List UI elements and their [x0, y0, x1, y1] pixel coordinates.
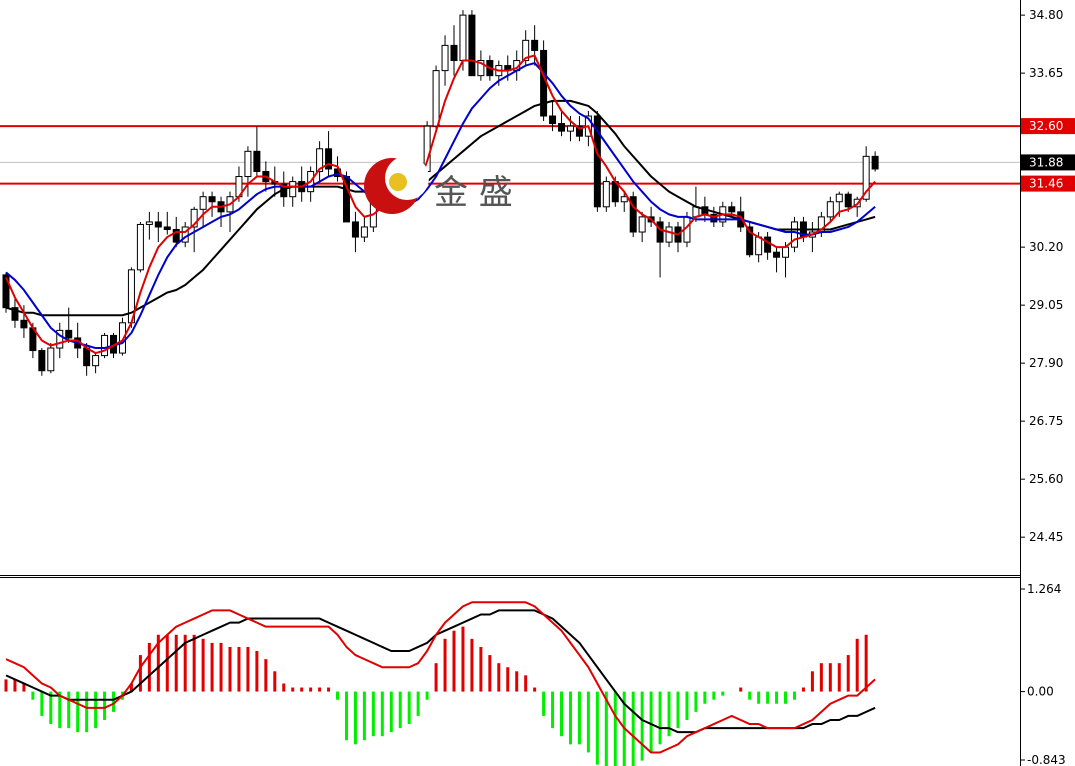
- candle-up: [190, 208, 198, 228]
- candle-up: [566, 125, 574, 132]
- candle-down: [746, 226, 754, 256]
- candle-up: [835, 193, 843, 203]
- candle-up: [118, 322, 126, 354]
- oscillator-panel: 1.264 0.00 -0.843: [4, 582, 1066, 766]
- candle-down: [20, 319, 28, 329]
- moving-averages: [5, 54, 876, 355]
- oscillator-histogram: [4, 626, 868, 766]
- oscillator-signal-lines: [5, 601, 876, 754]
- price-tick-label: 29.05: [1029, 298, 1063, 312]
- candle-down: [325, 148, 333, 170]
- osc-signal-slow-line: [5, 609, 876, 734]
- candle-down: [593, 115, 601, 208]
- candle-up: [432, 70, 440, 127]
- candle-up: [620, 196, 628, 203]
- candle-up: [522, 39, 530, 62]
- level-tag-box: [1021, 118, 1075, 135]
- candle-down: [38, 350, 46, 372]
- candle-down: [83, 347, 91, 367]
- candle-down: [208, 196, 216, 203]
- candle-down: [656, 221, 664, 243]
- price-tick-label: 33.65: [1029, 66, 1063, 80]
- price-plot-area: [0, 0, 1020, 575]
- candle-down: [728, 206, 736, 213]
- price-tick-label: 25.60: [1029, 472, 1063, 486]
- candle-up: [136, 223, 144, 271]
- candle-down: [558, 123, 566, 132]
- level-tag-label: 31.46: [1029, 177, 1063, 191]
- candle-up: [790, 221, 798, 248]
- candle-up: [360, 226, 368, 238]
- osc-tick-label: 1.264: [1027, 582, 1061, 596]
- osc-tick-label: -0.843: [1027, 753, 1066, 766]
- candle-down: [351, 221, 359, 238]
- level-tag-label: 32.60: [1029, 119, 1063, 133]
- level-tag-box: [1021, 175, 1075, 192]
- price-tick-label: 24.45: [1029, 530, 1063, 544]
- candle-up: [441, 44, 449, 72]
- candle-down: [450, 44, 458, 62]
- watermark-logo: 金 盛: [364, 156, 513, 214]
- candle-up: [145, 221, 153, 225]
- candle-up: [316, 148, 324, 172]
- ma-fast-line: [5, 54, 876, 355]
- candle-down: [65, 329, 73, 339]
- candle-up: [826, 201, 834, 218]
- candle-up: [477, 60, 485, 77]
- price-tick-label: 34.80: [1029, 8, 1063, 22]
- price-tick-label: 27.90: [1029, 356, 1063, 370]
- candle-down: [163, 226, 171, 230]
- candle-down: [531, 39, 539, 51]
- candle-up: [101, 334, 109, 357]
- horizontal-levels: [0, 125, 1020, 185]
- crescent-coin-logo-icon: [364, 156, 429, 214]
- candle-up: [47, 347, 55, 372]
- price-axis: 34.80 33.65 30.20 29.05 27.90 26.75 25.60 24.45: [1020, 8, 1063, 544]
- osc-signal-fast-line: [5, 601, 876, 754]
- candle-up: [862, 155, 870, 200]
- watermark-text: 金 盛: [434, 173, 513, 213]
- candle-up: [665, 226, 673, 243]
- candle-down: [172, 228, 180, 243]
- candle-down: [540, 49, 548, 117]
- candle-down: [253, 150, 261, 172]
- ma-mid-line: [5, 62, 876, 350]
- candle-down: [575, 125, 583, 137]
- candle-up: [92, 355, 100, 367]
- price-tags: 32.60 31.46 31.88: [1021, 118, 1075, 192]
- current-price-tag-label: 31.88: [1029, 155, 1063, 169]
- candle-up: [638, 216, 646, 233]
- candle-down: [764, 236, 772, 253]
- candle-up: [289, 181, 297, 198]
- candle-up: [56, 329, 64, 349]
- candle-up: [459, 14, 467, 62]
- candle-down: [773, 251, 781, 258]
- candle-down: [468, 14, 476, 77]
- candle-down: [844, 193, 852, 208]
- candle-down: [11, 307, 19, 321]
- candle-up: [199, 196, 207, 210]
- candle-down: [154, 221, 162, 228]
- price-tick-label: 26.75: [1029, 414, 1063, 428]
- current-price-tag-box: [1021, 154, 1075, 171]
- candle-down: [871, 155, 879, 170]
- oscillator-axis: 1.264 0.00 -0.843: [1020, 582, 1066, 766]
- candle-up: [602, 181, 610, 208]
- candle-down: [710, 213, 718, 223]
- ma-slow-line: [5, 99, 876, 317]
- candle-up: [782, 246, 790, 258]
- price-tick-label: 30.20: [1029, 240, 1063, 254]
- candle-down: [549, 115, 557, 125]
- osc-tick-label: 0.00: [1027, 685, 1054, 699]
- candle-up: [244, 150, 252, 178]
- candle-up: [755, 236, 763, 256]
- candle-down: [629, 196, 637, 233]
